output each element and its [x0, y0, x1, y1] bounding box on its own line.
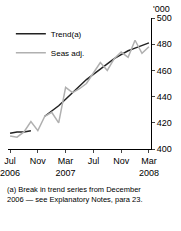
svg-text:(a) Break in trend series from: (a) Break in trend series from December2…	[7, 185, 143, 204]
svg-text:'000: '000	[153, 4, 170, 14]
svg-text:500: 500	[157, 13, 172, 23]
svg-text:Mar2008: Mar2008	[139, 156, 159, 178]
svg-text:Trend(a): Trend(a)	[51, 30, 82, 39]
svg-text:460: 460	[157, 66, 172, 76]
svg-text:Nov: Nov	[30, 156, 47, 166]
svg-text:Jul2006: Jul2006	[0, 156, 20, 178]
svg-text:Jul: Jul	[88, 156, 100, 166]
svg-text:440: 440	[157, 92, 172, 102]
svg-text:400: 400	[157, 144, 172, 154]
svg-text:Mar2007: Mar2007	[56, 156, 76, 178]
svg-text:480: 480	[157, 39, 172, 49]
svg-text:Seas adj.: Seas adj.	[51, 49, 84, 58]
svg-text:Nov: Nov	[113, 156, 130, 166]
svg-text:420: 420	[157, 118, 172, 128]
